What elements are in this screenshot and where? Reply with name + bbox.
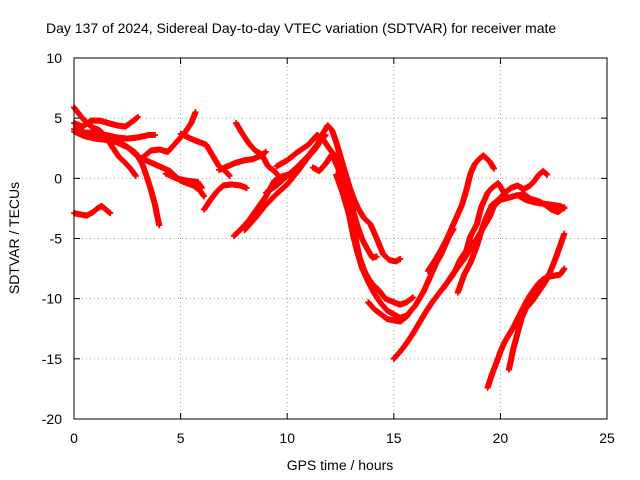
data-point (262, 148, 269, 155)
data-point (107, 210, 114, 217)
x-tick-labels: 0 5 10 15 20 25 (70, 430, 615, 446)
series-15 (273, 132, 380, 261)
y-tick-labels: -20 -15 -10 -5 0 5 10 (42, 50, 62, 427)
series-25 (518, 189, 568, 216)
y-tick-label: 5 (54, 110, 62, 126)
series-8 (177, 130, 233, 179)
chart-title: Day 137 of 2024, Sidereal Day-to-day VTE… (46, 20, 556, 36)
y-tick-label: 0 (54, 170, 62, 186)
y-tick-label: -5 (50, 231, 63, 247)
y-tick-label: -15 (42, 351, 62, 367)
series-4 (71, 125, 159, 142)
series-23 (484, 265, 568, 391)
series-21 (439, 180, 510, 293)
data-points (71, 104, 568, 391)
data-point (201, 193, 208, 200)
x-tick-label: 15 (386, 430, 402, 446)
data-point (409, 294, 416, 301)
x-tick-label: 25 (599, 430, 615, 446)
series-24 (505, 230, 568, 373)
series-12 (215, 148, 269, 173)
data-point (192, 109, 199, 116)
data-point (275, 172, 282, 179)
data-point (156, 222, 163, 229)
axis-ticks (73, 57, 608, 420)
data-point (491, 165, 498, 172)
series-20 (424, 152, 498, 274)
data-point (561, 230, 568, 237)
x-tick-label: 5 (177, 430, 185, 446)
data-point (243, 184, 250, 191)
x-tick-label: 20 (493, 430, 509, 446)
data-point (503, 194, 510, 201)
data-point (134, 113, 141, 120)
data-point (561, 204, 568, 211)
series-16 (309, 151, 416, 308)
data-point (226, 172, 233, 179)
data-point (561, 265, 568, 272)
x-tick-label: 10 (279, 430, 295, 446)
y-tick-label: -20 (42, 411, 62, 427)
series-22 (454, 168, 551, 296)
series-9 (201, 181, 250, 213)
x-axis-title: GPS time / hours (287, 457, 394, 473)
data-point (544, 171, 551, 178)
series-14 (262, 122, 404, 265)
data-point (198, 184, 205, 191)
y-tick-label: 10 (46, 50, 62, 66)
x-tick-label: 0 (70, 430, 78, 446)
series-11 (233, 119, 282, 179)
plot-frame (73, 57, 608, 420)
series-7 (162, 170, 205, 191)
series-2 (71, 113, 141, 130)
y-axis-title: SDTVAR / TECUs (6, 182, 22, 294)
data-point (397, 255, 404, 262)
data-point (373, 253, 380, 260)
series-0 (71, 203, 114, 219)
y-tick-label: -10 (42, 291, 62, 307)
series-18 (365, 299, 414, 325)
data-point (132, 172, 139, 179)
grid (74, 58, 607, 419)
data-point (152, 132, 159, 139)
data-point (407, 307, 414, 314)
